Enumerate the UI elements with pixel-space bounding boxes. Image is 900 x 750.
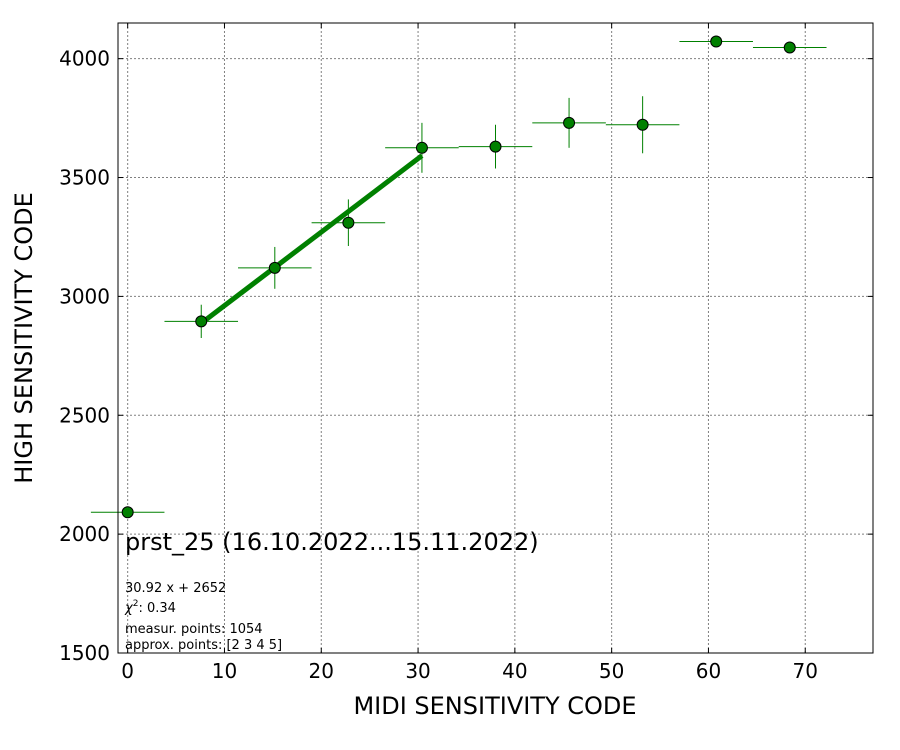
x-tick-label: 30 [405, 659, 430, 683]
data-point [710, 35, 723, 48]
x-tick-label: 50 [599, 659, 624, 683]
chi2-superscript: 2 [133, 599, 139, 609]
x-tick-label: 40 [502, 659, 527, 683]
data-point [415, 141, 428, 154]
chi2-value: : 0.34 [138, 601, 175, 616]
data-point [195, 315, 208, 328]
y-tick-label: 2500 [59, 403, 110, 427]
y-axis-title: HIGH SENSITIVITY CODE [10, 192, 38, 484]
x-tick-label: 0 [121, 659, 134, 683]
chi2-label: χ2: 0.34 [124, 599, 176, 616]
plot-frame [117, 22, 874, 654]
y-tick-label: 3000 [59, 284, 110, 308]
errorbar-layer [90, 41, 827, 513]
chi2-symbol: χ [124, 601, 134, 616]
data-point [489, 140, 502, 153]
y-tick-label: 2000 [59, 522, 110, 546]
x-axis-title: MIDI SENSITIVITY CODE [353, 692, 636, 720]
grid-layer [118, 23, 873, 654]
fit-layer [199, 153, 424, 326]
measur-points-label: measur. points: 1054 [125, 622, 263, 637]
fit-equation-label: 30.92 x + 2652 [125, 581, 226, 596]
point-layer [121, 35, 796, 519]
y-tick-label: 4000 [59, 47, 110, 71]
y-tick-label: 1500 [59, 641, 110, 665]
x-tick-label: 60 [696, 659, 721, 683]
fit-line [199, 153, 424, 326]
data-point [636, 118, 649, 131]
data-point [268, 261, 281, 274]
data-point [783, 41, 796, 54]
tick-layer: 0 10 20 30 40 50 60 70 1500 2000 2500 3000 3500 4000 [59, 23, 873, 683]
chart-annotation-title: prst_25 (16.10.2022...15.11.2022) [125, 528, 539, 556]
x-tick-label: 70 [793, 659, 818, 683]
approx-points-label: approx. points: [2 3 4 5] [125, 638, 282, 653]
x-tick-label: 10 [212, 659, 237, 683]
x-tick-label: 20 [309, 659, 334, 683]
data-point [121, 506, 134, 519]
data-point [563, 116, 576, 129]
y-tick-label: 3500 [59, 166, 110, 190]
data-point [342, 216, 355, 229]
